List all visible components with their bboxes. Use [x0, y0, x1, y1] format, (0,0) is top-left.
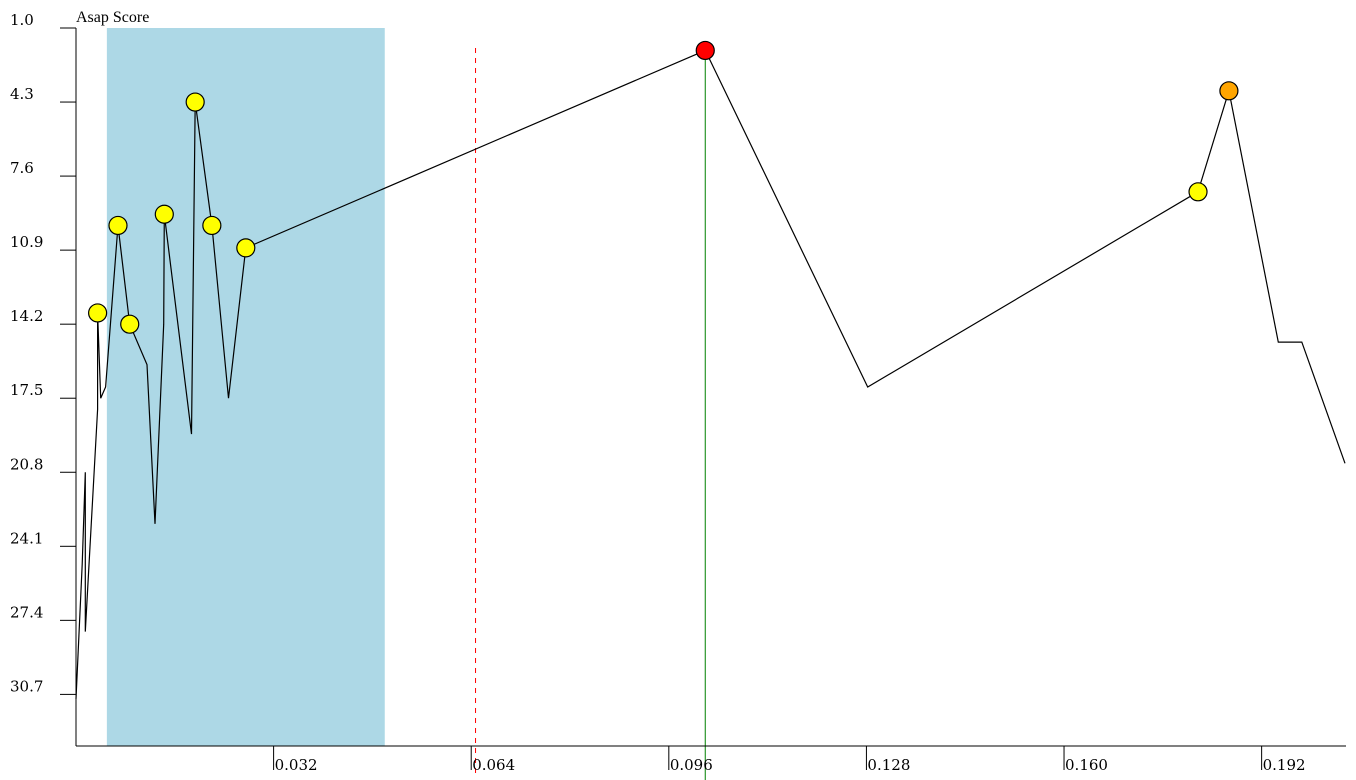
y-tick-label: 14.2 — [10, 307, 43, 325]
data-point-marker — [1188, 182, 1208, 202]
y-ticks: 1.0 4.3 7.6 10.9 14.2 17.5 20.8 24.1 27.4 30.7 — [10, 11, 76, 695]
x-tick-label: 0.128 — [867, 756, 910, 774]
data-point-marker — [202, 215, 222, 236]
series-line — [75, 49, 1346, 699]
x-tick-label: 0.160 — [1065, 756, 1108, 774]
y-tick-label: 4.3 — [10, 85, 34, 103]
y-tick-label: 24.1 — [10, 529, 43, 547]
data-point-marker — [154, 204, 174, 224]
y-tick-label: 1.0 — [10, 11, 34, 29]
data-point-marker — [120, 314, 140, 334]
data-point-marker — [108, 215, 128, 236]
y-tick-label: 30.7 — [10, 677, 43, 695]
x-tick-label: 0.096 — [670, 756, 713, 774]
x-ticks: 0.032 0.064 0.096 0.128 0.160 0.192 — [273, 746, 1306, 774]
y-tick-label: 17.5 — [10, 381, 43, 399]
y-tick-label: 10.9 — [10, 233, 43, 251]
data-point-marker — [695, 40, 715, 61]
data-point-marker — [88, 303, 108, 323]
x-tick-label: 0.192 — [1263, 756, 1306, 774]
series-lines — [75, 49, 1346, 699]
y-tick-label: 20.8 — [10, 455, 43, 473]
data-point-marker — [1219, 81, 1239, 101]
highlight-band — [106, 28, 385, 746]
data-point-marker — [236, 238, 256, 258]
x-tick-label: 0.064 — [472, 756, 515, 774]
y-axis-title: Asap Score — [76, 9, 149, 26]
series-markers — [88, 40, 1239, 334]
axes: Asap Score — [75, 9, 1346, 747]
data-point-marker — [185, 92, 205, 112]
y-tick-label: 27.4 — [10, 603, 43, 621]
x-tick-label: 0.032 — [275, 756, 318, 774]
highlight-band-layer — [106, 28, 385, 746]
y-tick-label: 7.6 — [10, 159, 34, 177]
reference-lines-layer — [475, 48, 706, 780]
